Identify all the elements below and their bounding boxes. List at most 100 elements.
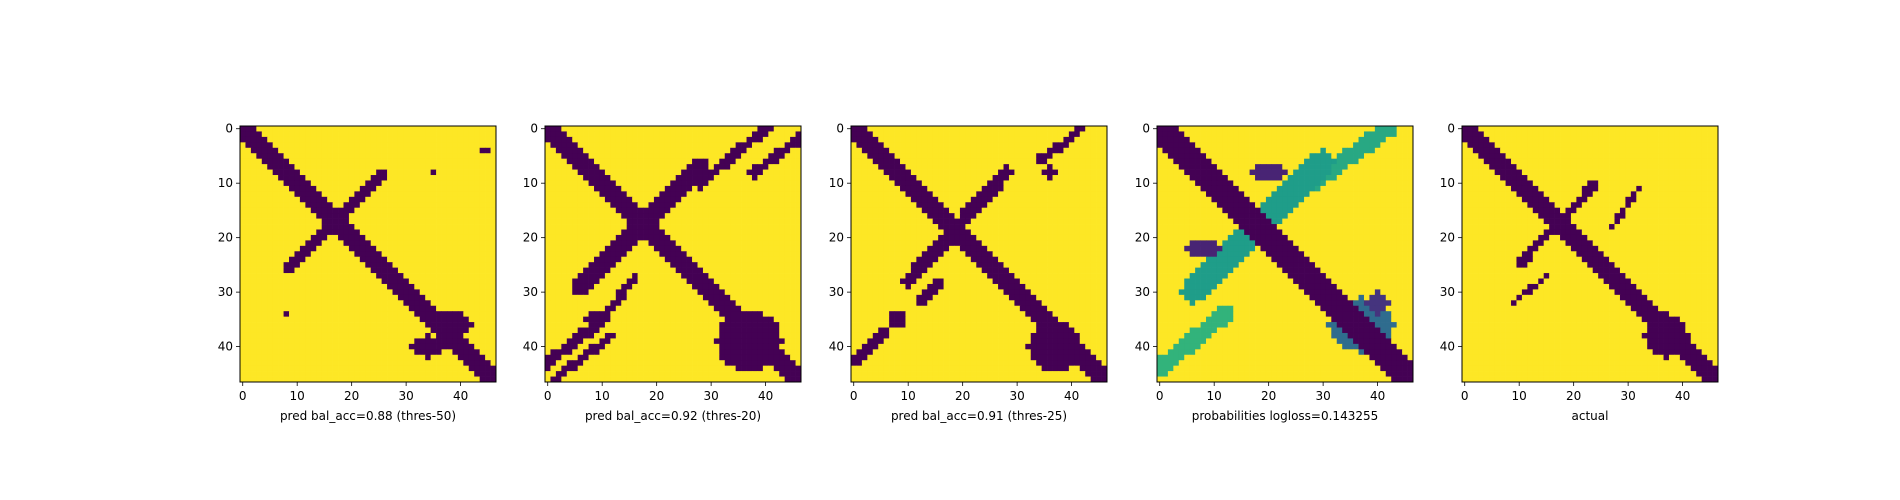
heatmap-cell [359,327,366,334]
heatmap-cell [474,153,481,160]
heatmap-cell [381,164,388,170]
heatmap-cell [338,218,344,225]
heatmap-cell [278,338,284,345]
heatmap-cell [779,322,786,328]
heatmap-cell [365,240,372,247]
heatmap-cell [370,224,377,230]
heatmap-cell [408,180,415,187]
heatmap-cell [283,164,290,170]
heatmap-cell [735,360,742,367]
heatmap-cell [588,294,595,301]
heatmap-cell [1036,153,1042,160]
heatmap-cell [588,218,595,225]
heatmap-cell [414,262,421,268]
heatmap-cell [675,175,682,181]
heatmap-cell [702,365,709,372]
heatmap-cell [256,131,263,138]
heatmap-cell [490,360,497,367]
heatmap-cell [240,229,246,236]
heatmap-cell [594,289,600,296]
heatmap-cell [905,142,912,149]
heatmap-cell [959,142,966,149]
heatmap-cell [310,207,317,214]
heatmap-cell [436,136,442,143]
heatmap-cell [762,316,769,323]
heatmap-cell [1101,136,1108,143]
heatmap-cell [397,332,404,339]
heatmap-cell [637,175,644,181]
heatmap-cell [408,349,415,356]
heatmap-cell [675,196,682,203]
heatmap-cell [250,180,257,187]
heatmap-cell [604,360,611,367]
heatmap-cell [403,371,410,377]
heatmap-cell [861,158,868,165]
heatmap-cell [632,202,638,209]
heatmap-cell [550,202,557,209]
heatmap-cell [441,360,448,367]
heatmap-cell [599,283,606,290]
heatmap-cell [283,267,290,274]
heatmap-cell [474,332,481,339]
heatmap-cell [261,322,268,328]
heatmap-cell [681,289,687,296]
heatmap-cell [768,316,775,323]
heatmap-cell [332,251,339,258]
heatmap-cell [430,180,437,187]
heatmap-cell [316,251,323,258]
heatmap-cell [987,142,993,149]
heatmap-cell [604,180,611,187]
heatmap-cell [376,229,382,236]
heatmap-cell [414,175,421,181]
heatmap-cell [566,218,573,225]
heatmap-cell [610,224,617,230]
heatmap-cell [376,311,382,317]
heatmap-cell [305,262,312,268]
heatmap-cell [321,218,328,225]
heatmap-cell [943,131,950,138]
heatmap-cell [278,294,284,301]
heatmap-cell [468,360,475,367]
heatmap-cell [332,202,339,209]
heatmap-cell [457,185,464,192]
heatmap-cell [686,316,693,323]
heatmap-cell [397,126,404,132]
heatmap-cell [299,327,306,334]
heatmap-cell [741,164,747,170]
heatmap-cell [713,283,720,290]
heatmap-cell [359,278,366,285]
heatmap-cell [457,311,464,317]
heatmap-cell [588,332,595,339]
heatmap-cell [681,164,687,170]
heatmap-cell [1014,126,1021,132]
heatmap-cell [724,175,731,181]
heatmap-cell [878,158,885,165]
heatmap-cell [261,142,268,149]
heatmap-cell [735,300,742,307]
heatmap-cell [594,262,600,268]
heatmap-cell [773,196,780,203]
heatmap-cell [348,207,355,214]
heatmap-cell [463,332,470,339]
heatmap-cell [321,327,328,334]
heatmap-cell [795,267,802,274]
heatmap-cell [927,175,934,181]
heatmap-cell [757,371,764,377]
heatmap-cell [741,311,747,317]
heatmap-cell [561,185,568,192]
heatmap-cell [343,327,350,334]
heatmap-cell [485,365,491,372]
heatmap-cell [686,267,693,274]
heatmap-cell [730,256,736,263]
heatmap-cell [310,256,317,263]
heatmap-cell [430,338,437,345]
heatmap-cell [998,180,1004,187]
heatmap-cell [332,240,339,247]
heatmap-cell [561,153,568,160]
heatmap-cell [381,289,388,296]
heatmap-cell [708,185,715,192]
heatmap-cell [670,300,677,307]
heatmap-cell [626,234,633,241]
heatmap-cell [998,164,1004,170]
heatmap-cell [1063,175,1070,181]
